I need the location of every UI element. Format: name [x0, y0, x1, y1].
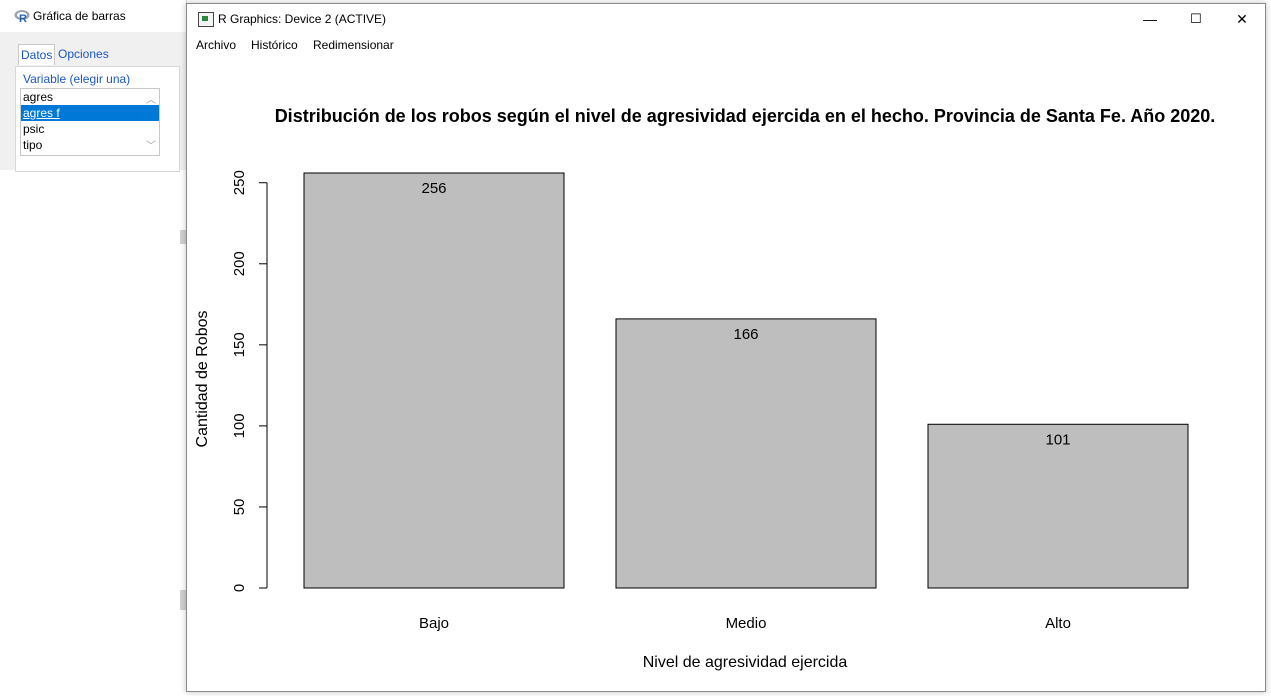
x-tick-label: Alto	[1045, 615, 1071, 632]
maximize-button[interactable]: ☐	[1190, 11, 1202, 26]
y-tick-label: 50	[231, 499, 248, 516]
y-tick-label: 150	[231, 332, 248, 357]
window-titlebar: R Graphics: Device 2 (ACTIVE) — ☐ ✕	[187, 4, 1265, 34]
tab-datos[interactable]: Datos	[18, 44, 56, 65]
bar-bajo	[303, 172, 565, 589]
y-tick-label: 100	[231, 413, 248, 438]
y-axis: 0 50 100 150 200 250	[231, 170, 268, 592]
y-tick-label: 0	[231, 584, 248, 592]
bar-alto	[927, 423, 1189, 589]
x-tick-label: Medio	[726, 615, 767, 632]
svg-text:R: R	[19, 13, 27, 23]
bars: 256 Bajo 166 Medio 101 Alto	[303, 172, 1189, 632]
y-tick-label: 250	[231, 170, 248, 195]
bar-medio	[615, 318, 877, 589]
list-item[interactable]: agres f	[21, 105, 159, 121]
menu-historico[interactable]: Histórico	[251, 38, 298, 52]
r-graphics-app-icon	[198, 12, 214, 27]
minimize-button[interactable]: —	[1143, 11, 1157, 27]
r-graphics-window: R Graphics: Device 2 (ACTIVE) — ☐ ✕ Arch…	[186, 3, 1266, 692]
variable-label: Variable (elegir una)	[23, 72, 131, 86]
dialog-title: Gráfica de barras	[33, 9, 126, 23]
window-title: R Graphics: Device 2 (ACTIVE)	[218, 12, 387, 26]
menu-redimensionar[interactable]: Redimensionar	[313, 38, 394, 52]
x-tick-label: Bajo	[419, 615, 449, 632]
underlying-window-edge	[180, 590, 186, 610]
data-label: 101	[1045, 431, 1070, 448]
chevron-down-icon[interactable]: ﹀	[146, 141, 156, 152]
dialog-tabs: Datos Opciones	[0, 44, 186, 66]
listbox-scrollbar[interactable]: ︿ ﹀	[143, 89, 159, 155]
chevron-up-icon[interactable]: ︿	[146, 95, 156, 106]
variable-listbox[interactable]: agres agres f psic tipo ︿ ﹀	[20, 88, 160, 156]
dialog-titlebar: R Gráfica de barras	[0, 0, 186, 32]
y-tick-label: 200	[231, 251, 248, 276]
menu-archivo[interactable]: Archivo	[196, 38, 237, 52]
data-label: 256	[421, 180, 446, 197]
list-item[interactable]: psic	[23, 122, 45, 136]
bar-chart-dialog: R Gráfica de barras Datos Opciones Varia…	[0, 0, 187, 172]
y-axis-label: Cantidad de Robos	[194, 311, 211, 448]
close-button[interactable]: ✕	[1236, 11, 1248, 27]
tab-opciones[interactable]: Opciones	[58, 47, 109, 61]
r-logo-icon: R	[14, 10, 30, 23]
list-item[interactable]: tipo	[23, 138, 43, 152]
x-axis-label: Nivel de agresividad ejercida	[643, 654, 848, 671]
underlying-window-edge	[180, 230, 186, 244]
menu-bar: Archivo Histórico Redimensionar	[187, 34, 1265, 54]
data-label: 166	[733, 326, 758, 343]
list-item[interactable]: agres	[23, 90, 54, 104]
bar-chart: Distribución de los robos según el nivel…	[194, 106, 1216, 671]
chart-title: Distribución de los robos según el nivel…	[275, 106, 1216, 126]
